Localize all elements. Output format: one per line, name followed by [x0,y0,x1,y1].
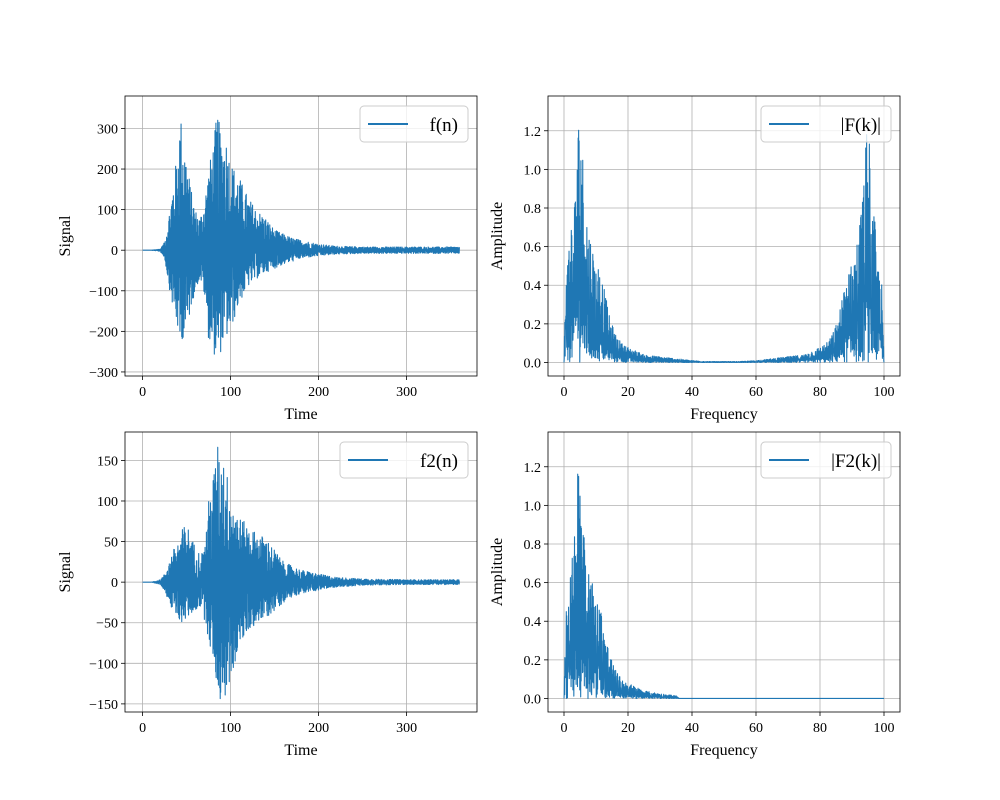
x-tick-label: 100 [874,721,895,736]
series-line-fn [142,119,460,355]
y-axis-label: Amplitude [489,202,506,270]
x-tick-label: 40 [685,385,699,400]
y-tick-label: 200 [97,163,118,178]
x-tick-label: 100 [220,721,241,736]
x-tick-label: 20 [621,721,635,736]
legend-frame [760,105,892,143]
y-tick-label: 0.2 [524,318,542,333]
subplot-2: 0 20 40 60 80 100 0.0 0.2 0.4 0.6 0.8 1.0 1.2 Frequen… [489,95,901,423]
y-tick-label: −100 [89,285,118,300]
legend-label: |F2(k)| [831,451,881,472]
axes-frame [547,95,901,377]
x-tick-label: 80 [813,385,827,400]
legend-label: f(n) [430,115,458,136]
subplot-1: 0 100 200 300 −300 −200 −100 0 100 200 300 Time Sign… [57,95,478,423]
x-tick-label: 0 [561,385,568,400]
y-tick-label: 300 [97,122,118,137]
y-tick-label: −50 [96,617,118,632]
legend: f2(n) [339,441,469,479]
y-tick-label: 0.2 [524,654,542,669]
legend-label: f2(n) [420,451,458,472]
x-tick-label: 40 [685,721,699,736]
y-tick-label: 0.6 [524,241,542,256]
y-tick-label: 1.2 [524,461,542,476]
legend: |F(k)| [760,105,892,143]
x-tick-label: 300 [396,721,417,736]
y-axis-label: Signal [57,551,74,592]
x-tick-label: 200 [308,721,329,736]
y-tick-label: −100 [89,657,118,672]
series-line-fk [563,129,885,364]
legend-frame [359,105,469,143]
y-tick-label: 100 [97,495,118,510]
x-axis-label: Frequency [690,406,758,423]
x-tick-label: 200 [308,385,329,400]
y-tick-label: 0.4 [524,279,542,294]
y-tick-label: −300 [89,366,118,381]
x-tick-label: 20 [621,385,635,400]
y-axis-label: Amplitude [489,538,506,606]
subplot-4: 0 20 40 60 80 100 0.0 0.2 0.4 0.6 0.8 1.0 1.2 Frequen… [489,431,901,759]
y-tick-label: 0.8 [524,538,542,553]
x-axis-label: Time [284,406,317,423]
y-tick-label: 0 [111,244,118,259]
series-line-f2k [563,473,885,700]
y-tick-label: 1.0 [524,499,542,514]
subplot-3: 0 100 200 300 −150 −100 −50 0 50 100 150 Time Signal… [57,431,478,759]
x-tick-label: 0 [561,721,568,736]
x-tick-label: 80 [813,721,827,736]
x-axis-label: Time [284,742,317,759]
x-axis-label: Frequency [690,742,758,759]
y-tick-label: 100 [97,204,118,219]
legend: f(n) [359,105,469,143]
axes-frame [547,431,901,713]
axes-frame [124,95,478,377]
legend-frame [339,441,469,479]
y-tick-label: 0 [111,576,118,591]
y-tick-label: 0.8 [524,202,542,217]
x-tick-label: 100 [874,385,895,400]
x-tick-label: 0 [139,721,146,736]
y-tick-label: 1.2 [524,125,542,140]
series-line-f2n [142,446,460,700]
x-tick-label: 60 [749,721,763,736]
y-tick-label: 50 [104,536,118,551]
y-tick-label: −200 [89,325,118,340]
y-tick-label: −150 [89,698,118,713]
x-tick-label: 300 [396,385,417,400]
y-tick-label: 0.6 [524,577,542,592]
legend-label: |F(k)| [841,115,881,136]
y-axis-label: Signal [57,215,74,256]
axes-frame [124,431,478,713]
y-tick-label: 0.0 [524,356,542,371]
y-tick-label: 0.4 [524,615,542,630]
y-tick-label: 0.0 [524,692,542,707]
x-tick-label: 0 [139,385,146,400]
y-tick-label: 1.0 [524,163,542,178]
legend: |F2(k)| [760,441,892,479]
x-tick-label: 60 [749,385,763,400]
x-tick-label: 100 [220,385,241,400]
legend-frame [760,441,892,479]
y-tick-label: 150 [97,454,118,469]
